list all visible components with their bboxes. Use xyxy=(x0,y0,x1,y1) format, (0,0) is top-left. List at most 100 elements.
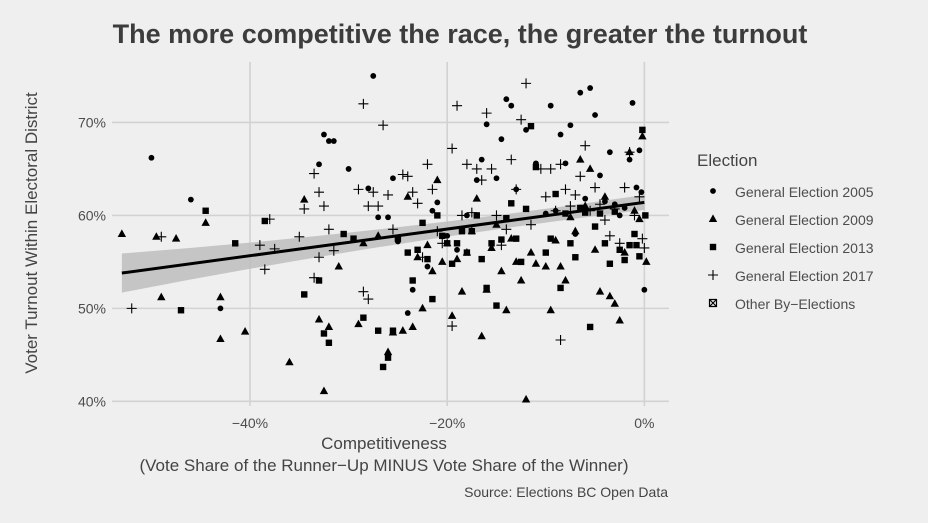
plus-point xyxy=(447,321,458,332)
plus-point xyxy=(402,171,413,182)
square-point xyxy=(567,240,574,247)
plus-point xyxy=(387,224,398,235)
circle-point xyxy=(567,122,574,129)
square-point xyxy=(631,230,638,238)
circle-point xyxy=(587,85,594,91)
circle-point xyxy=(345,166,352,172)
plus-point xyxy=(614,238,625,249)
square-point xyxy=(577,204,584,212)
triangle-point xyxy=(452,254,462,263)
source-caption: Source: Elections BC Open Data xyxy=(464,484,668,500)
circle-point xyxy=(557,131,564,138)
plus-point xyxy=(570,189,581,200)
circle-point xyxy=(330,138,337,144)
plus-point xyxy=(511,184,522,195)
square-point xyxy=(340,230,347,238)
y-tick-label: 40% xyxy=(78,393,106,409)
triangle-point xyxy=(477,331,486,340)
legend-triangle-icon xyxy=(708,214,718,222)
y-tick-label: 70% xyxy=(78,114,106,130)
square-point xyxy=(601,240,609,247)
x-tick-label: −40% xyxy=(232,415,268,431)
legend-entry-label: Other By−Elections xyxy=(735,296,855,312)
square-point xyxy=(409,277,416,284)
square-point xyxy=(448,260,456,267)
plus-point xyxy=(368,187,379,198)
square-point xyxy=(557,284,564,292)
plus-point xyxy=(456,210,467,221)
circle-point xyxy=(316,161,322,168)
circle-point xyxy=(424,263,431,270)
triangle-point xyxy=(642,257,651,265)
plus-point xyxy=(466,207,477,218)
plus-point xyxy=(328,245,339,256)
triangle-point xyxy=(541,261,550,270)
square-point xyxy=(522,205,530,213)
plus-point xyxy=(437,238,448,249)
triangle-point xyxy=(423,240,432,249)
triangle-point xyxy=(492,220,501,228)
circle-point xyxy=(217,305,224,312)
triangle-point xyxy=(546,305,555,314)
circle-point xyxy=(493,175,500,182)
triangle-point xyxy=(521,394,531,403)
plus-point xyxy=(590,182,601,193)
legend-entry-label: General Election 2005 xyxy=(735,184,874,200)
square-point xyxy=(493,302,500,309)
square-point xyxy=(503,214,510,222)
circle-point xyxy=(582,195,589,202)
triangle-point xyxy=(472,194,481,202)
square-point xyxy=(439,232,446,240)
circle-point xyxy=(577,89,584,96)
square-point xyxy=(419,219,426,227)
plus-point xyxy=(358,286,369,297)
square-point xyxy=(320,330,328,337)
circle-point xyxy=(478,156,485,163)
plus-point xyxy=(309,168,320,179)
y-tick-labels: 40% 50% 60% 70% xyxy=(78,114,106,409)
circle-point xyxy=(597,172,603,179)
square-point xyxy=(453,240,461,247)
plus-point xyxy=(575,171,586,182)
plus-point xyxy=(353,184,364,195)
triangle-point xyxy=(359,238,368,247)
plus-point xyxy=(624,147,635,158)
triangle-point xyxy=(516,275,526,284)
triangle-point xyxy=(216,334,225,343)
square-point xyxy=(508,200,515,207)
triangle-point xyxy=(638,131,647,140)
square-point xyxy=(301,291,308,298)
y-tick-label: 60% xyxy=(78,207,106,223)
chart-title: The more competitive the race, the great… xyxy=(113,19,808,49)
plus-point xyxy=(555,334,566,345)
plus-point xyxy=(264,214,275,225)
triangle-point xyxy=(595,287,605,295)
square-point xyxy=(621,256,628,264)
x-axis-label: Competitiveness xyxy=(321,434,447,453)
square-point xyxy=(626,241,633,249)
circle-point xyxy=(592,112,598,118)
triangle-point xyxy=(590,245,600,253)
triangle-point xyxy=(418,303,427,312)
triangle-point xyxy=(630,206,639,214)
plus-point xyxy=(363,201,374,212)
triangle-point xyxy=(571,226,580,235)
square-point xyxy=(547,235,554,242)
plus-point xyxy=(545,163,556,174)
plus-point xyxy=(259,264,270,275)
square-point xyxy=(384,354,392,361)
square-point xyxy=(636,253,643,260)
circle-point xyxy=(602,198,608,205)
plus-point xyxy=(294,231,305,242)
square-point xyxy=(261,217,269,225)
plus-point xyxy=(126,303,137,314)
triangle-point xyxy=(576,155,585,163)
square-point xyxy=(532,163,540,171)
triangle-point xyxy=(526,247,536,256)
square-point xyxy=(394,235,402,242)
triangle-point xyxy=(556,261,565,270)
circle-point xyxy=(523,126,529,133)
plus-point xyxy=(604,230,615,241)
triangle-point xyxy=(497,266,506,275)
triangle-point xyxy=(319,386,329,395)
